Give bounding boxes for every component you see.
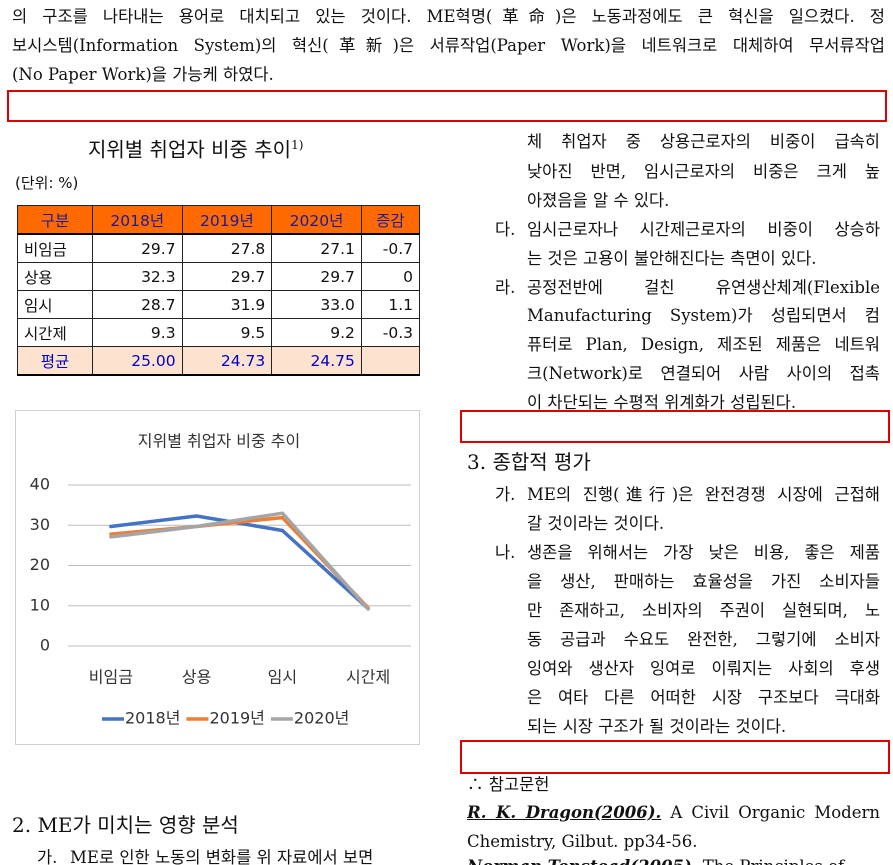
list-text-line: Manufacturing System)가 성립되면서 컴 [527,306,880,326]
x-tick-label: 상용 [182,668,211,687]
table-cell: 2018년 [91,205,183,235]
body-text-line: 의 구조를 나타내는 용어로 대치되고 있는 것이다. ME혁명(革命)은 노동… [12,7,885,26]
y-tick-label: 20 [30,555,50,574]
table-cell: 33.0 [271,290,362,319]
reference-author: R. K. Dragon(2006). [467,803,662,822]
list-marker: 가. [37,848,58,865]
table-cell: 1.1 [360,290,421,319]
footnote-mark: 1) [291,138,304,152]
list-text-line: 되는 시장 구조가 될 것이라는 것이다. [527,717,787,736]
list-text-line: 크(Network)로 연결되어 사람 사이의 접촉 [527,364,880,383]
series-line [109,511,370,611]
table-cell: 9.5 [181,318,273,347]
table-cell: 9.3 [91,318,183,347]
table-cell: 28.7 [91,290,183,319]
list-marker: 나. [495,543,516,562]
table-cell [360,346,421,376]
table-cell: 29.7 [91,233,183,263]
table-cell: 2020년 [271,205,362,235]
table-cell: 0 [360,262,421,291]
list-text-line: 퓨터로 Plan, Design, 제조된 제품은 네트워 [527,335,880,355]
reference-line: Chemistry, Gilbut. pp34-56. [467,832,698,851]
table-cell: 임시 [17,290,93,319]
y-tick-label: 30 [30,515,50,534]
table-cell: 상용 [17,262,93,291]
body-text-line: 보시스템(Information System)의 혁신(革新)은 서류작업(P… [12,36,885,55]
body-text-line: 체 취업자 중 상용근로자의 비중이 급속히 [527,132,880,151]
chart-title: 지위별 취업자 비중 추이 [138,432,300,451]
list-marker: 가. [495,485,516,504]
legend-label: 2019년 [209,709,264,728]
table-cell: 31.9 [181,290,273,319]
empty-paragraph-box [460,410,890,443]
table-row: 시간제 9.3 9.5 9.2 -0.3 [17,318,421,347]
table-title: 지위별 취업자 비중 추이1) [88,137,304,162]
y-tick-label: 40 [30,475,50,494]
list-text-line: ME의 진행(進行)은 완전경쟁 시장에 근접해 [527,485,880,504]
list-marker: 라. [495,277,516,297]
list-text-line: 을 생산, 판매하는 효율성을 가진 소비자들 [527,572,880,591]
table-cell: 구분 [17,205,93,235]
list-text-line: 잉여와 생산자 잉여로 이뤄지는 사회의 후생 [527,659,880,678]
list-text-line: 공정전반에 걸친 유연생산체계(Flexible [527,277,880,297]
table-row: 구분 2018년 2019년 2020년 증감 [17,205,421,235]
list-text-line: 생존을 위해서는 가장 낮은 비용, 좋은 제품 [527,543,880,562]
reference-line: Norman Tenstead(2005). The Principles of [467,853,880,865]
table-row: 평균 25.00 24.73 24.75 [17,346,421,376]
table-cell: -0.7 [360,233,421,263]
body-text-line: 낮아진 반면, 임시근로자의 비중은 크게 높 [527,161,880,181]
y-tick-label: 0 [40,636,50,655]
list-text-line: 임시근로자나 시간제근로자의 비중이 상승하 [527,220,880,239]
list-marker: 다. [495,220,516,239]
table-cell: 27.1 [271,233,362,263]
reference-text: The Principles of [697,857,844,865]
body-text-line: 아졌음을 알 수 있다. [527,191,670,210]
list-text-line: 은 여타 다른 어떠한 시장 구조보다 극대화 [527,688,880,707]
table-row: 상용 32.3 29.7 29.7 0 [17,262,421,291]
references-heading: ∴ 참고문헌 [467,775,550,794]
table-row: 비임금 29.7 27.8 27.1 -0.7 [17,233,421,263]
table-cell: 29.7 [181,262,273,291]
table-cell: 비임금 [17,233,93,263]
legend-label: 2020년 [294,709,349,728]
table-cell: 시간제 [17,318,93,347]
table-cell: 24.73 [181,346,273,376]
table-cell: 25.00 [91,346,183,376]
table-cell: 9.2 [271,318,362,347]
list-text-line: ME로 인한 노동의 변화를 위 자료에서 보면 [70,848,374,865]
chart: 지위별 취업자 비중 추이 0 10 20 30 40 비임금 상용 임시 시간제 2018년 20… [15,410,420,745]
unit-label: (단위: %) [15,174,79,192]
x-tick-label: 비임금 [89,668,133,687]
reference-author: Norman Tenstead(2005). [467,857,697,865]
list-text-line: 갈 것이라는 것이다. [527,514,665,533]
x-tick-label: 임시 [268,668,297,687]
legend-label: 2018년 [125,709,180,728]
list-text-line: 동 공급과 수요도 완전한, 그렇기에 소비자 [527,630,880,649]
empty-paragraph-box [7,90,887,122]
table-cell: 32.3 [91,262,183,291]
empty-paragraph-box [460,740,890,774]
table-cell: 평균 [17,346,93,376]
table-cell: 27.8 [181,233,273,263]
section-heading: 2. ME가 미치는 영향 분석 [12,813,239,837]
reference-text: A Civil Organic Modern [661,803,880,822]
list-text-line: 만 존재하고, 소비자의 주권이 실현되며, 노 [527,601,880,620]
y-tick-label: 10 [30,595,50,614]
table-cell: -0.3 [360,318,421,347]
table-cell: 29.7 [271,262,362,291]
list-text-line: 는 것은 고용이 불안해진다는 측면이 있다. [527,248,817,268]
table-row: 임시 28.7 31.9 33.0 1.1 [17,290,421,319]
table-cell: 2019년 [181,205,273,235]
list-text-line: 이 차단되는 수평적 위계화가 성립된다. [527,392,797,412]
reference-line: R. K. Dragon(2006). A Civil Organic Mode… [467,799,880,827]
data-table: 구분 2018년 2019년 2020년 증감 비임금 29.7 27.8 27.1 -0.7 상용… [17,205,421,376]
body-text-line: (No Paper Work)을 가능케 하였다. [12,65,274,84]
x-tick-label: 시간제 [346,668,390,687]
table-cell: 증감 [360,205,421,235]
table-cell: 24.75 [271,346,362,376]
section-heading: 3. 종합적 평가 [467,450,591,474]
